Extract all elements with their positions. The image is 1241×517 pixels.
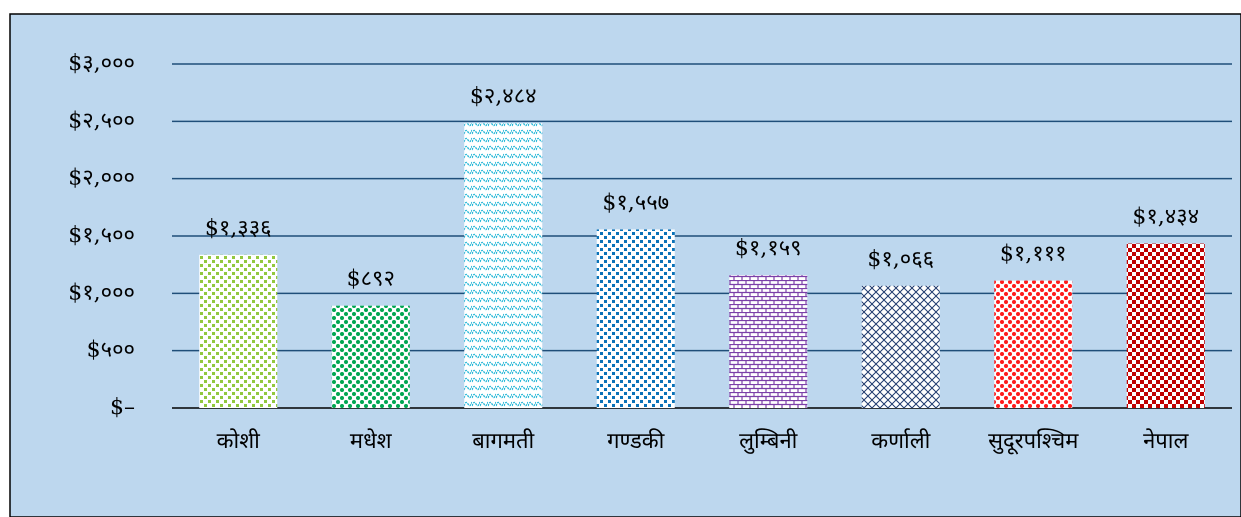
bar (729, 275, 808, 408)
bar (994, 280, 1073, 408)
data-label: $१,३३६ (205, 216, 272, 241)
x-tick-label: मधेश (350, 428, 393, 454)
x-tick-label: कर्णाली (871, 428, 930, 454)
x-tick-label: लुम्बिनी (739, 428, 798, 454)
bar (1126, 243, 1205, 408)
x-tick-label: सुदूरपश्चिम (988, 428, 1079, 455)
data-label: $२,४८४ (470, 84, 537, 109)
data-label: $१,५५७ (602, 190, 669, 215)
data-label: $१,०६६ (867, 247, 934, 272)
y-tick-label: $२,५०० (68, 108, 135, 133)
bar (199, 254, 278, 408)
data-label: $१,४३४ (1132, 205, 1199, 230)
bar (861, 285, 940, 408)
y-tick-label: $१,००० (68, 280, 135, 305)
y-tick-label: $१,५०० (68, 223, 135, 248)
x-tick-label: गण्डकी (607, 428, 665, 454)
y-tick-label: $५०० (87, 338, 135, 363)
y-tick-label: $३,००० (68, 51, 135, 76)
y-tick-label: $२,००० (68, 166, 135, 191)
bar (464, 123, 543, 408)
data-label: $८९२ (347, 267, 395, 292)
x-tick-label: बागमती (472, 428, 534, 454)
x-tick-label: नेपाल (1143, 428, 1189, 454)
data-label: $१,१११ (1000, 242, 1067, 267)
bar (331, 305, 410, 408)
x-tick-label: कोशी (217, 428, 261, 454)
bar (596, 229, 675, 408)
y-tick-label: $– (110, 395, 135, 420)
data-label: $१,१५९ (735, 236, 802, 261)
